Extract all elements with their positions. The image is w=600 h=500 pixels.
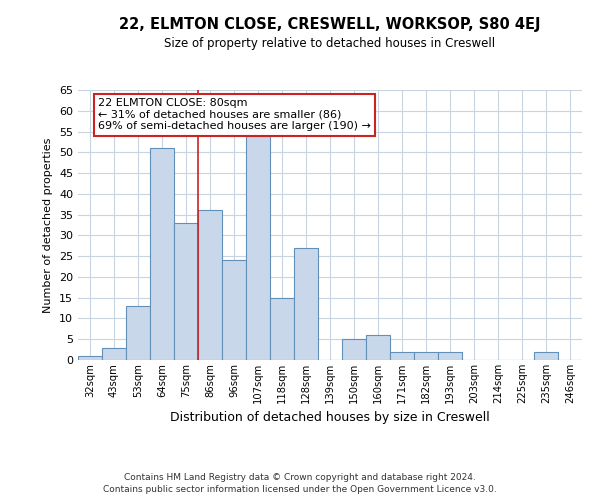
Bar — [414, 352, 438, 360]
Text: 22 ELMTON CLOSE: 80sqm
← 31% of detached houses are smaller (86)
69% of semi-det: 22 ELMTON CLOSE: 80sqm ← 31% of detached… — [98, 98, 371, 132]
Text: Size of property relative to detached houses in Creswell: Size of property relative to detached ho… — [164, 38, 496, 51]
Text: Contains HM Land Registry data © Crown copyright and database right 2024.: Contains HM Land Registry data © Crown c… — [124, 472, 476, 482]
Bar — [438, 352, 462, 360]
Bar — [174, 223, 198, 360]
Bar — [150, 148, 174, 360]
Text: Contains public sector information licensed under the Open Government Licence v3: Contains public sector information licen… — [103, 485, 497, 494]
Bar — [390, 352, 414, 360]
Bar — [534, 352, 558, 360]
Bar — [222, 260, 246, 360]
Bar — [366, 335, 390, 360]
Bar — [78, 356, 102, 360]
Bar — [342, 339, 366, 360]
Bar — [270, 298, 294, 360]
Bar — [198, 210, 222, 360]
Y-axis label: Number of detached properties: Number of detached properties — [43, 138, 53, 312]
Bar — [246, 136, 270, 360]
X-axis label: Distribution of detached houses by size in Creswell: Distribution of detached houses by size … — [170, 412, 490, 424]
Bar — [102, 348, 126, 360]
Bar — [126, 306, 150, 360]
Bar — [294, 248, 318, 360]
Text: 22, ELMTON CLOSE, CRESWELL, WORKSOP, S80 4EJ: 22, ELMTON CLOSE, CRESWELL, WORKSOP, S80… — [119, 18, 541, 32]
